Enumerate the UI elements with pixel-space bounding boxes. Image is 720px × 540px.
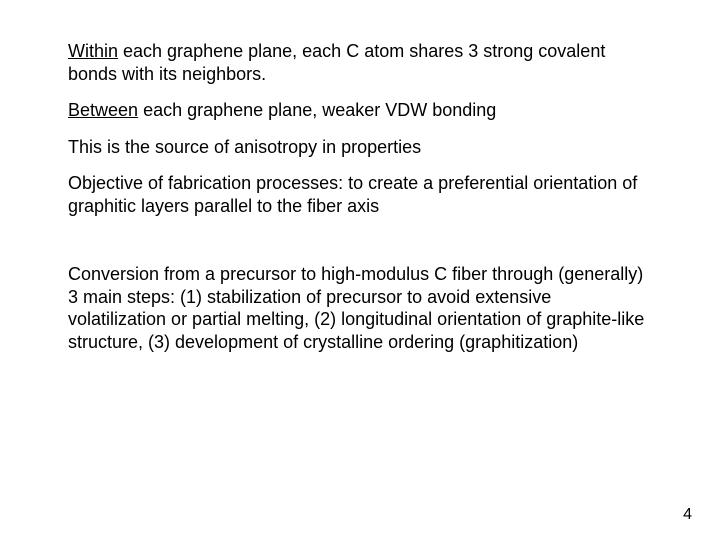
paragraph-2: Between each graphene plane, weaker VDW … <box>68 99 652 122</box>
spacer <box>68 231 652 263</box>
paragraph-2-rest: each graphene plane, weaker VDW bonding <box>138 100 496 120</box>
emphasis-within: Within <box>68 41 118 61</box>
page-number: 4 <box>683 506 692 524</box>
paragraph-3: This is the source of anisotropy in prop… <box>68 136 652 159</box>
paragraph-1: Within each graphene plane, each C atom … <box>68 40 652 85</box>
paragraph-4: Objective of fabrication processes: to c… <box>68 172 652 217</box>
paragraph-1-rest: each graphene plane, each C atom shares … <box>68 41 605 84</box>
emphasis-between: Between <box>68 100 138 120</box>
paragraph-5: Conversion from a precursor to high-modu… <box>68 263 652 353</box>
